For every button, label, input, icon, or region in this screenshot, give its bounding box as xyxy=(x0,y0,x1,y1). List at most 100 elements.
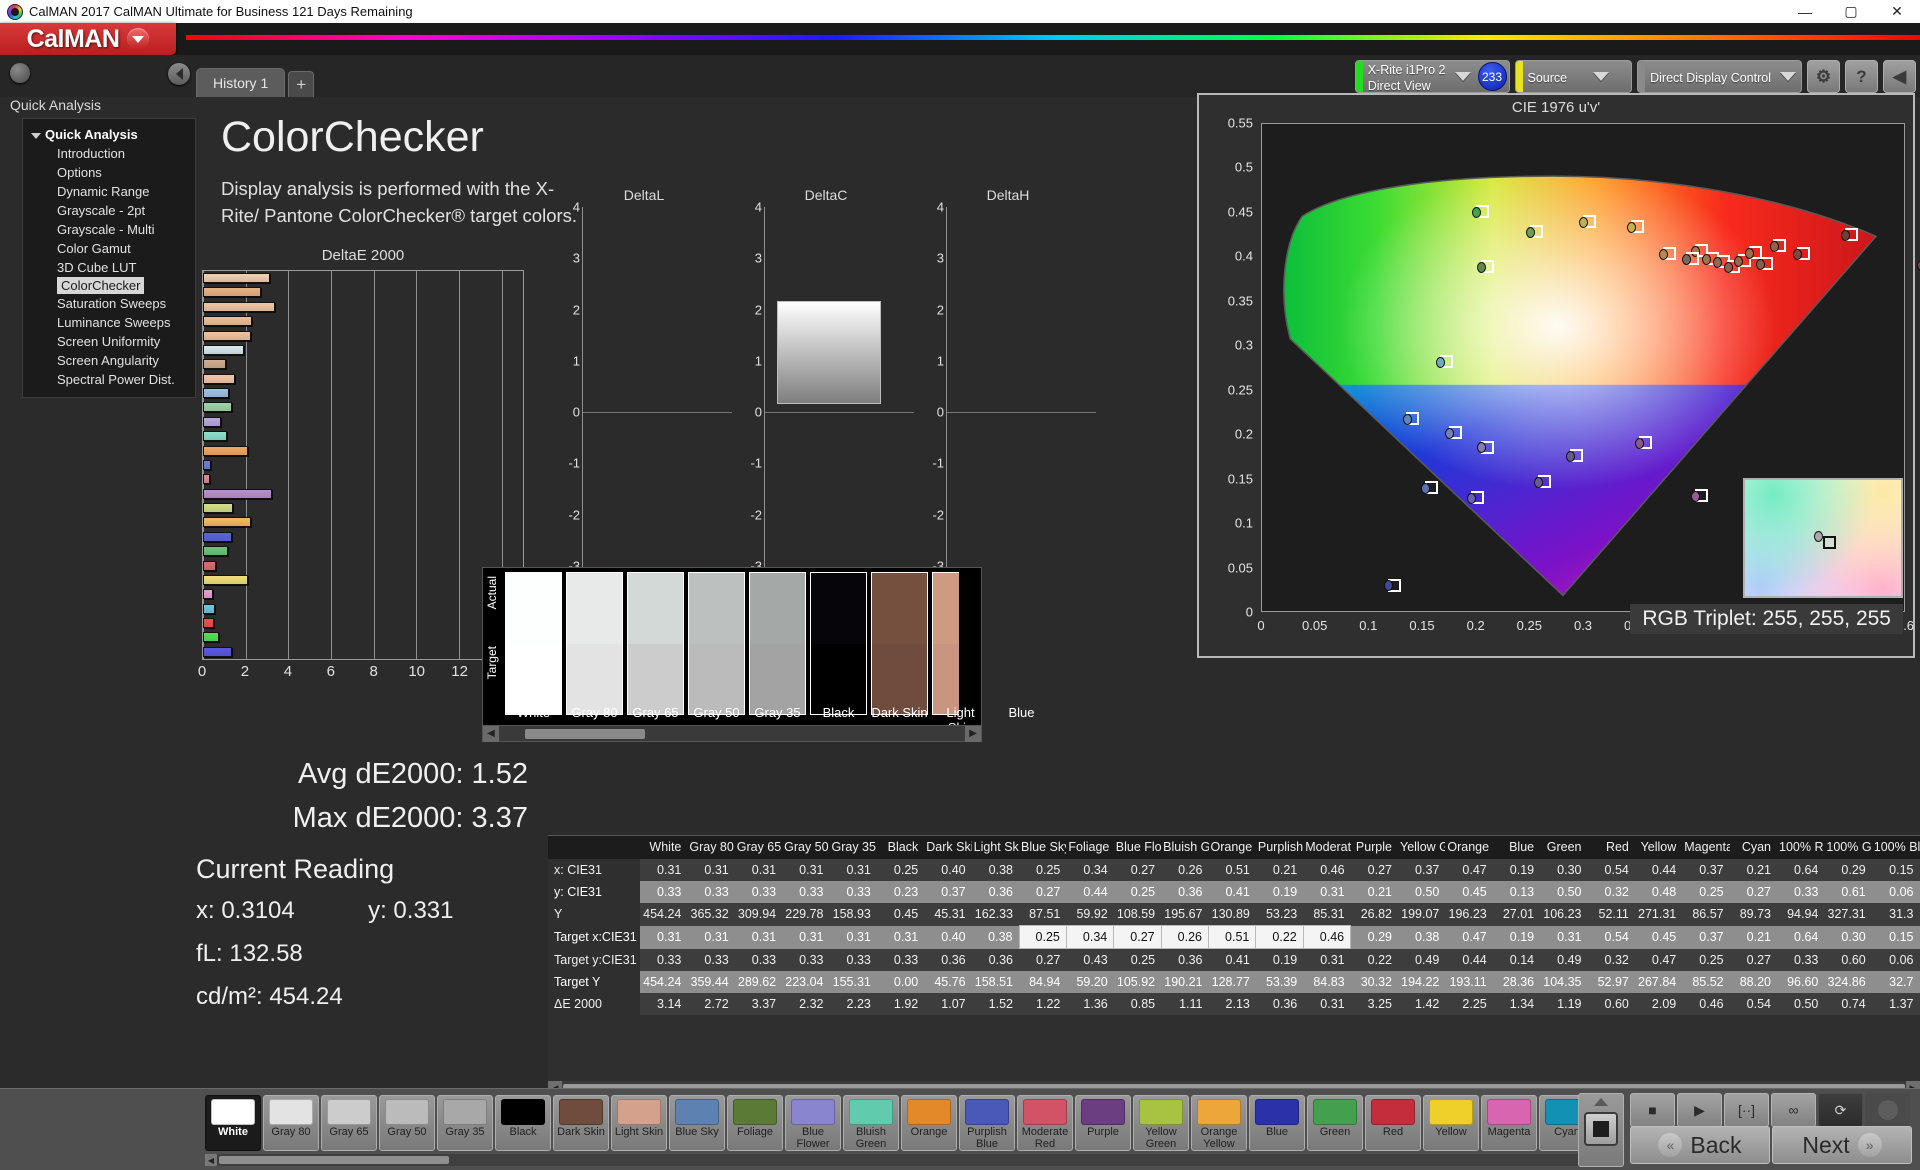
table-column-header[interactable]: Green xyxy=(1540,836,1588,859)
source-selector[interactable]: Source xyxy=(1514,60,1633,93)
tab-history-1[interactable]: History 1 xyxy=(196,68,286,97)
patch-button-gray-35[interactable]: Gray 35 xyxy=(437,1095,493,1151)
calman-brand-button[interactable]: CalMAN xyxy=(0,23,176,55)
table-column-header[interactable]: Purplish Blue xyxy=(1255,836,1304,859)
meter-selector[interactable]: X-Rite i1Pro 2 Direct View 233 xyxy=(1354,60,1510,93)
sidebar-item-introduction[interactable]: Introduction xyxy=(23,144,195,163)
sidebar-item-colorchecker[interactable]: ColorChecker xyxy=(57,277,145,294)
patch-button-blue-sky[interactable]: Blue Sky xyxy=(669,1095,725,1151)
table-column-header[interactable]: Yellow Green xyxy=(1398,836,1446,859)
table-cell-editable[interactable]: 0.22 xyxy=(1255,925,1304,949)
panel-collapse-button[interactable]: ◀ xyxy=(1883,60,1916,93)
blank-button[interactable] xyxy=(1865,1093,1910,1127)
chevron-down-icon[interactable] xyxy=(31,133,41,139)
table-cell-editable[interactable]: 0.34 xyxy=(1065,925,1115,949)
table-column-header[interactable]: Orange Yellow xyxy=(1445,836,1493,859)
back-button[interactable]: « Back xyxy=(1630,1126,1770,1164)
close-icon[interactable]: ✕ xyxy=(1891,3,1903,19)
table-column-header[interactable]: Black xyxy=(876,836,925,859)
patch-button-yellow[interactable]: Yellow xyxy=(1423,1095,1479,1151)
sidebar-collapse-button[interactable] xyxy=(168,63,190,85)
chevron-down-icon[interactable] xyxy=(127,28,150,50)
maximize-icon[interactable]: ▢ xyxy=(1844,3,1858,19)
cie-zoom-inset[interactable] xyxy=(1743,478,1903,598)
patch-button-red[interactable]: Red xyxy=(1365,1095,1421,1151)
sidebar-item-color-gamut[interactable]: Color Gamut xyxy=(23,239,195,258)
scrollbar-thumb[interactable] xyxy=(525,728,645,739)
table-column-header[interactable]: Dark Skin xyxy=(924,836,972,859)
chevron-down-icon[interactable] xyxy=(1450,61,1476,92)
sidebar-item-spectral-power-dist[interactable]: Spectral Power Dist. xyxy=(23,370,195,389)
patch-button-bluish-green[interactable]: Bluish Green xyxy=(843,1095,899,1151)
table-column-header[interactable]: Foliage xyxy=(1066,836,1114,859)
patch-button-orange-yellow[interactable]: Orange Yellow xyxy=(1191,1095,1247,1151)
table-column-header[interactable]: Magenta xyxy=(1682,836,1730,859)
display-control-selector[interactable]: Direct Display Control xyxy=(1637,60,1802,93)
patch-button-purplish-blue[interactable]: Purplish Blue xyxy=(959,1095,1015,1151)
sidebar-item-screen-uniformity[interactable]: Screen Uniformity xyxy=(23,332,195,351)
stop-button[interactable] xyxy=(1584,1112,1618,1146)
sidebar-item-screen-angularity[interactable]: Screen Angularity xyxy=(23,351,195,370)
stop-button[interactable]: ■ xyxy=(1630,1093,1675,1127)
sidebar-item-luminance-sweeps[interactable]: Luminance Sweeps xyxy=(23,313,195,332)
sidebar-item-grayscale-multi[interactable]: Grayscale - Multi xyxy=(23,220,195,239)
table-column-header[interactable]: 100% Blue xyxy=(1871,836,1920,859)
chevron-down-icon[interactable] xyxy=(1571,61,1631,92)
table-cell-editable[interactable]: 0.27 xyxy=(1113,925,1162,949)
meter-stop-control[interactable] xyxy=(1578,1093,1624,1167)
continuous-button[interactable]: ∞ xyxy=(1771,1093,1816,1127)
patch-button-black[interactable]: Black xyxy=(495,1095,551,1151)
patch-button-orange[interactable]: Orange xyxy=(901,1095,957,1151)
table-column-header[interactable]: White xyxy=(640,836,688,859)
table-cell-editable[interactable]: 0.26 xyxy=(1160,925,1210,949)
patch-button-white[interactable]: White xyxy=(205,1095,261,1151)
sidebar-item-options[interactable]: Options xyxy=(23,163,195,182)
add-tab-button[interactable]: + xyxy=(288,71,315,97)
table-column-header[interactable]: Light Skin xyxy=(971,836,1019,859)
table-column-header[interactable]: Moderate Red xyxy=(1303,836,1351,859)
patch-button-green[interactable]: Green xyxy=(1307,1095,1363,1151)
patch-button-gray-65[interactable]: Gray 65 xyxy=(321,1095,377,1151)
table-column-header[interactable]: Yellow xyxy=(1634,836,1683,859)
patch-button-purple[interactable]: Purple xyxy=(1075,1095,1131,1151)
sidebar-knob-icon[interactable] xyxy=(10,63,30,83)
table-column-header[interactable]: Gray 80 xyxy=(687,836,735,859)
patch-button-blue[interactable]: Blue xyxy=(1249,1095,1305,1151)
table-column-header[interactable]: Blue Sky xyxy=(1019,836,1067,859)
patch-scrollbar[interactable]: ◀ xyxy=(205,1154,1590,1166)
sidebar-item-dynamic-range[interactable]: Dynamic Range xyxy=(23,182,195,201)
scroll-left-icon[interactable]: ◀ xyxy=(483,725,499,742)
sidebar-item-saturation-sweeps[interactable]: Saturation Sweeps xyxy=(23,294,195,313)
chevron-down-icon[interactable] xyxy=(1775,61,1801,92)
refresh-button[interactable]: ⟳ xyxy=(1818,1093,1863,1127)
measurement-table[interactable]: White Gray 80 Gray 65 Gray 50 Gray 35 Black Da… xyxy=(548,835,1920,1095)
table-cell-editable[interactable]: 0.46 xyxy=(1302,925,1352,949)
table-column-header[interactable]: Red xyxy=(1587,836,1635,859)
table-column-header[interactable]: Purple xyxy=(1350,836,1398,859)
patch-button-blue-flower[interactable]: Blue Flower xyxy=(785,1095,841,1151)
patch-button-yellow-green[interactable]: Yellow Green xyxy=(1133,1095,1189,1151)
patch-button-light-skin[interactable]: Light Skin xyxy=(611,1095,667,1151)
table-column-header[interactable]: Cyan xyxy=(1729,836,1777,859)
table-column-header[interactable]: Gray 50 xyxy=(782,836,830,859)
play-button[interactable]: ▶ xyxy=(1677,1093,1722,1127)
table-column-header[interactable]: Blue Flower xyxy=(1113,836,1162,859)
table-column-header[interactable]: Gray 65 xyxy=(734,836,783,859)
help-button[interactable]: ? xyxy=(1845,60,1878,93)
table-column-header[interactable]: Gray 35 xyxy=(829,836,877,859)
table-column-header[interactable]: 100% Red xyxy=(1777,836,1825,859)
scroll-left-icon[interactable]: ◀ xyxy=(205,1154,217,1166)
minimize-icon[interactable]: — xyxy=(1798,3,1812,20)
sidebar-root-quick-analysis[interactable]: Quick Analysis xyxy=(23,125,195,144)
patch-button-gray-50[interactable]: Gray 50 xyxy=(379,1095,435,1151)
patch-button-dark-skin[interactable]: Dark Skin xyxy=(553,1095,609,1151)
patch-button-foliage[interactable]: Foliage xyxy=(727,1095,783,1151)
sidebar-item-3d-cube-lut[interactable]: 3D Cube LUT xyxy=(23,258,195,277)
table-column-header[interactable]: Blue xyxy=(1492,836,1541,859)
patch-button-moderate-red[interactable]: Moderate Red xyxy=(1017,1095,1073,1151)
patch-button-gray-80[interactable]: Gray 80 xyxy=(263,1095,319,1151)
chevron-up-icon[interactable] xyxy=(1590,1094,1612,1110)
settings-button[interactable]: ⚙ xyxy=(1807,60,1840,93)
table-cell-editable[interactable]: 0.25 xyxy=(1018,925,1067,949)
bracket-button[interactable]: [··] xyxy=(1724,1093,1769,1127)
